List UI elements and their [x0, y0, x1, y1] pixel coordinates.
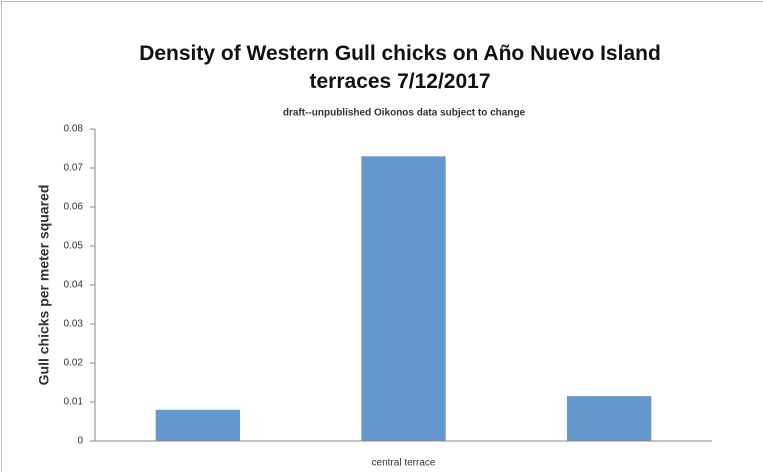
- y-tick-label: 0.04: [64, 280, 84, 291]
- y-tick-label: 0.06: [64, 202, 84, 213]
- y-tick-label: 0: [77, 436, 83, 447]
- y-tick-label: 0.01: [64, 397, 84, 408]
- y-axis-label: Gull chicks per meter squared: [36, 185, 52, 386]
- x-tick-label: central terrace: [372, 458, 436, 469]
- y-tick-label: 0.03: [64, 319, 84, 330]
- bar: [361, 156, 446, 442]
- y-tick-label: 0.02: [64, 358, 84, 369]
- bar: [155, 409, 240, 441]
- y-tick-label: 0.08: [64, 124, 84, 135]
- chart-subtitle: draft--unpublished Oikonos data subject …: [283, 108, 526, 119]
- chart-title: Density of Western Gull chicks on Año Nu…: [139, 42, 661, 93]
- y-tick-label: 0.07: [64, 163, 84, 174]
- y-tick-label: 0.05: [64, 241, 84, 252]
- bar: [567, 396, 652, 441]
